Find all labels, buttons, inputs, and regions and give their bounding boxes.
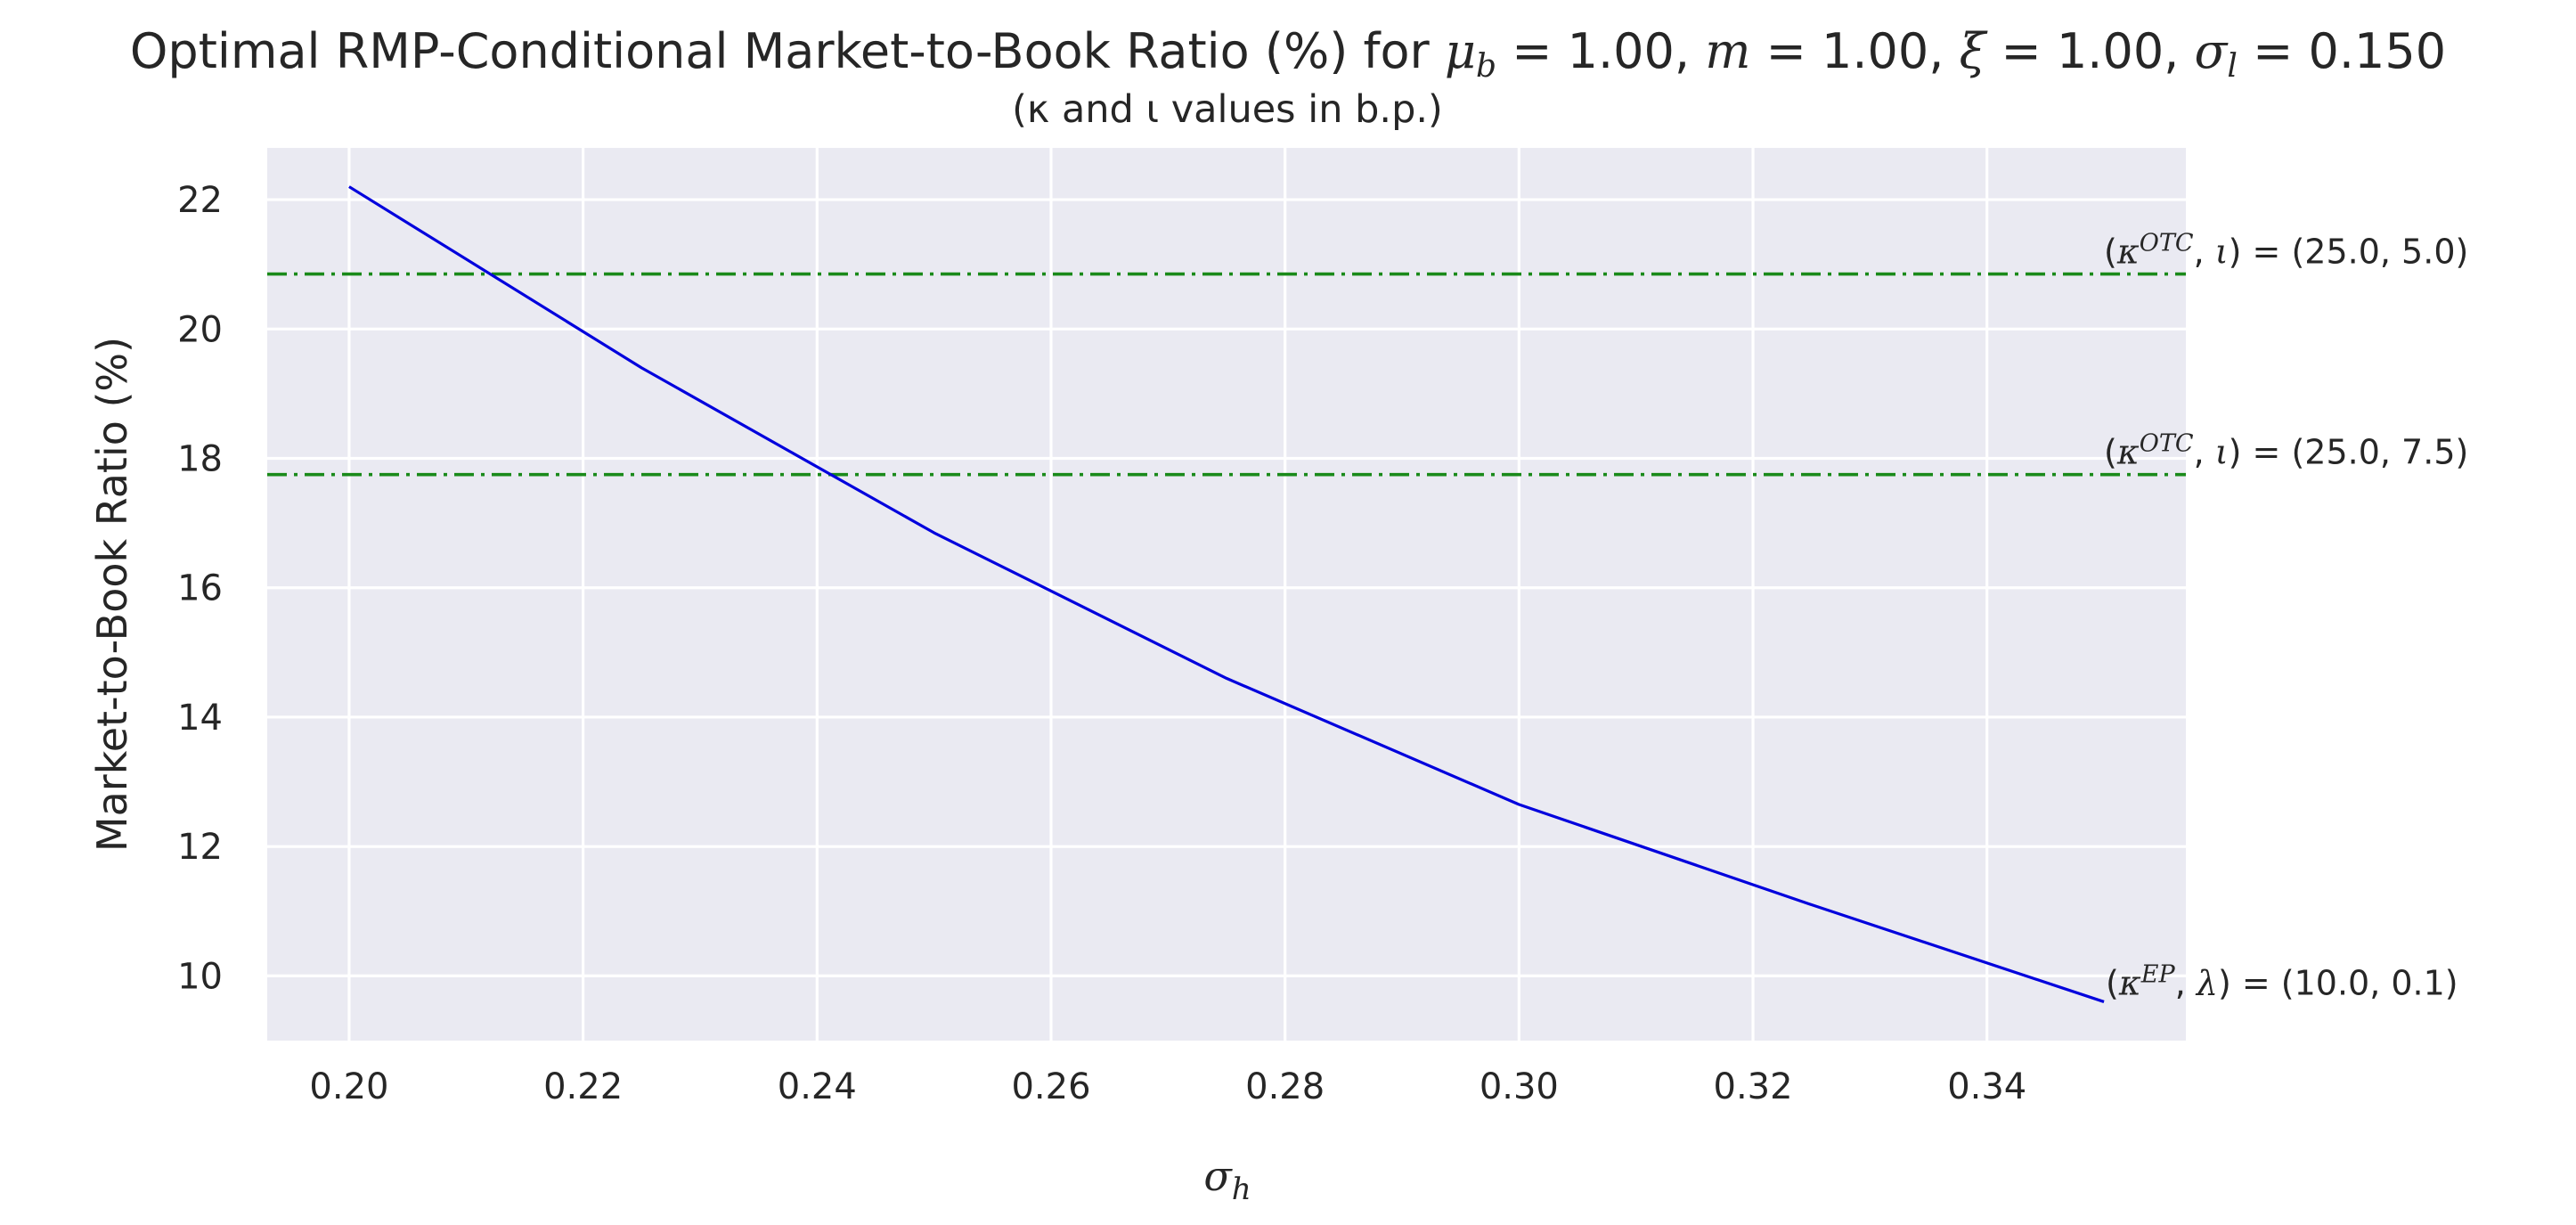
x-tick-label: 0.30	[1480, 1066, 1559, 1107]
y-tick-label: 20	[177, 309, 223, 350]
grid-lines	[267, 148, 2186, 1041]
x-tick-label: 0.26	[1011, 1066, 1090, 1107]
y-axis-label: Market-to-Book Ratio (%)	[88, 337, 136, 852]
x-tick-label: 0.34	[1947, 1066, 2026, 1107]
annotation-label: (κOTC, ι) = (25.0, 5.0)	[2104, 230, 2468, 272]
x-tick-label: 0.24	[778, 1066, 857, 1107]
tick-labels: 0.20 0.22 0.24 0.26 0.28 0.30 0.32 0.34 10 12 14 16…	[177, 180, 2026, 1107]
y-tick-label: 12	[177, 827, 223, 868]
plot-area	[267, 148, 2186, 1041]
y-tick-label: 18	[177, 439, 223, 480]
series-group	[348, 185, 2105, 1003]
y-tick-label: 10	[177, 956, 223, 997]
x-tick-label: 0.32	[1714, 1066, 1793, 1107]
annotations: (κOTC, ι) = (25.0, 5.0) (κOTC, ι) = (25.0…	[2104, 230, 2468, 1003]
annotation-label: (κEP, λ) = (10.0, 0.1)	[2106, 960, 2458, 1002]
x-tick-label: 0.22	[543, 1066, 623, 1107]
y-tick-label: 22	[177, 180, 223, 221]
x-axis-label: σh	[1203, 1152, 1251, 1207]
x-tick-label: 0.20	[309, 1066, 388, 1107]
annotation-label: (κOTC, ι) = (25.0, 7.5)	[2104, 430, 2468, 472]
chart-subtitle: (κ and ι values in b.p.)	[1012, 87, 1443, 132]
reference-lines	[267, 272, 2186, 477]
x-tick-label: 0.28	[1245, 1066, 1325, 1107]
y-tick-label: 16	[177, 568, 223, 609]
chart-title: Optimal RMP-Conditional Market-to-Book R…	[130, 23, 2446, 85]
series-line	[348, 185, 2105, 1003]
y-tick-label: 14	[177, 698, 223, 739]
